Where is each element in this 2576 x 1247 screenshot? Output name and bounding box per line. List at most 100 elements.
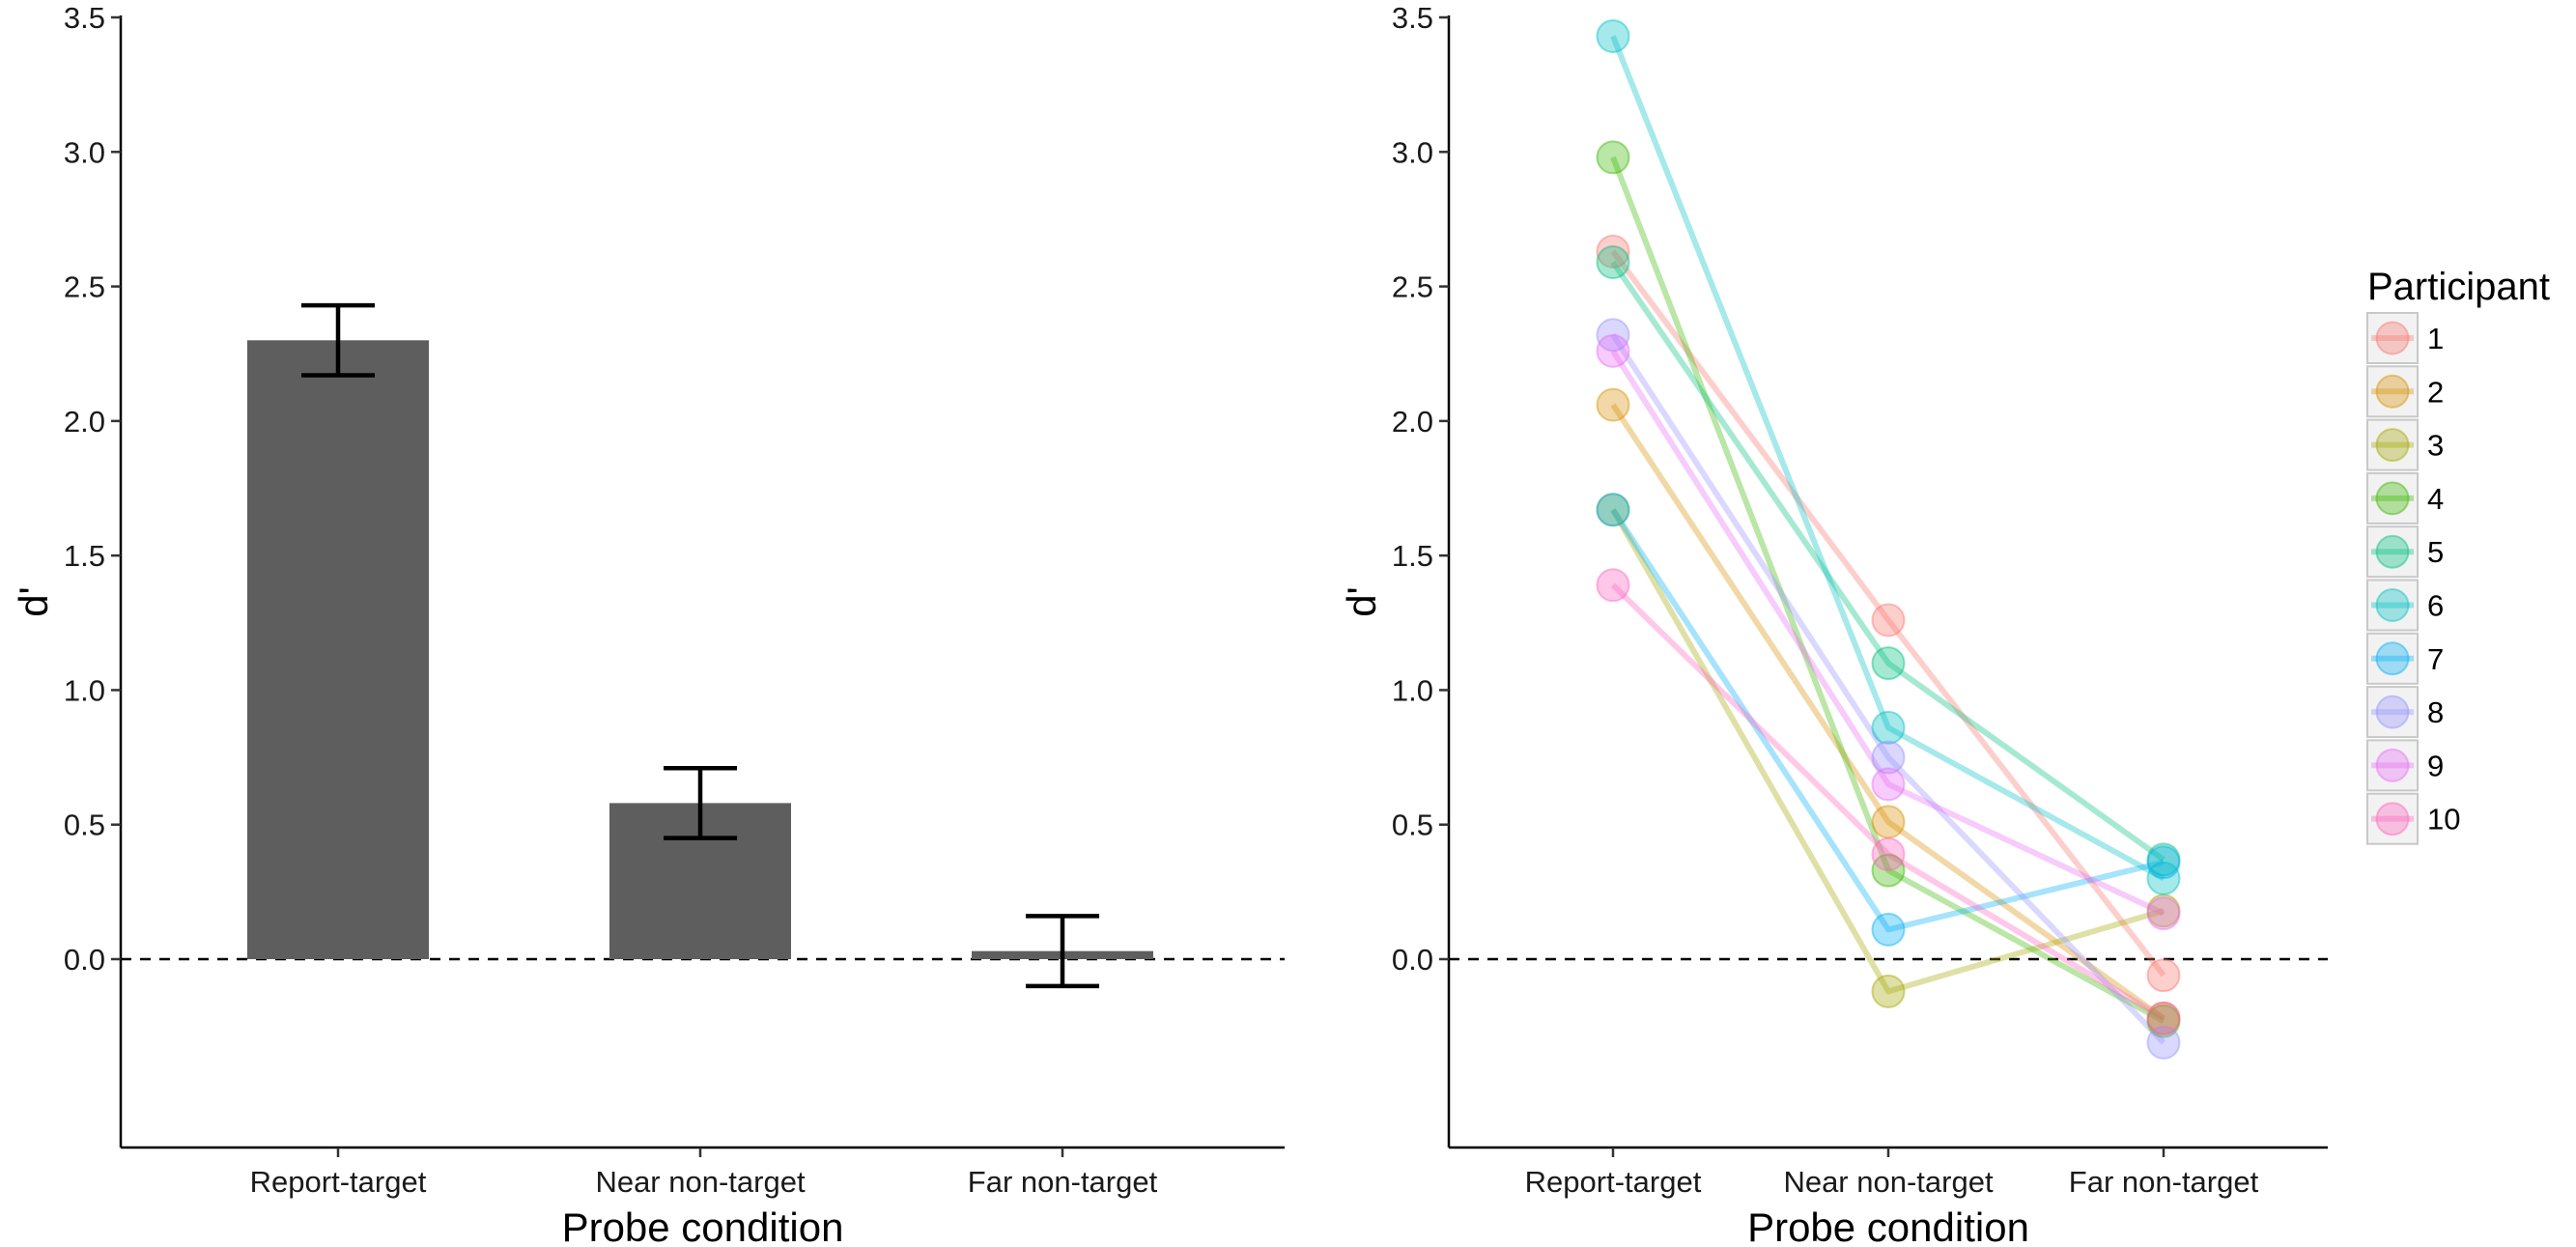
legend-key [2366,579,2419,632]
participant-point [2146,842,2181,877]
legend-label: 4 [2427,482,2444,516]
x-tick-label: Near non-target [595,1165,806,1199]
x-tick-label: Far non-target [968,1165,1158,1199]
participant-point [1871,740,1906,775]
y-tick-label: 0.0 [1392,943,1433,977]
legend-label: 9 [2427,749,2444,782]
y-tick-label: 2.5 [64,270,105,304]
legend-key [2366,686,2419,739]
participant-point [2146,1001,2181,1035]
x-tick-label: Report-target [1525,1165,1702,1199]
legend-key [2366,365,2419,418]
legend-label: 7 [2427,642,2444,676]
participant-line [1610,349,2166,917]
participant-line [1610,249,2166,978]
legend-label: 1 [2427,322,2444,355]
legend-title: Participant [2367,266,2550,308]
participant-point [1596,140,1630,175]
participant-point [1871,710,1906,745]
bar-chart-panel: 0.0 0.5 1.0 1.5 2.0 2.5 3.0 3.5 Report-target Nea… [11,1,1285,1247]
legend-label: 10 [2427,803,2460,836]
y-tick-label: 0.5 [64,808,105,842]
series-lines [1610,35,2166,1045]
participant-point [1596,387,1630,422]
legend-label: 8 [2427,695,2444,729]
y-tick-label: 0.0 [64,943,105,977]
y-tick-label: 2.0 [1392,405,1433,439]
y-tick-label: 1.5 [64,539,105,573]
legend-key [2366,418,2419,471]
participant-point [1596,568,1630,603]
legend-key [2366,632,2419,685]
participant-point [2146,958,2181,993]
x-axis-title: Probe condition [1747,1204,2029,1247]
y-tick-label: 3.5 [64,1,105,35]
participant-point [1596,19,1630,53]
participant-line [1610,403,2166,1021]
legend-label: 5 [2427,535,2444,569]
participant-point [1871,646,1906,681]
participant-point [1596,493,1630,527]
participant-line [1610,508,2165,995]
legend-point-sample [2375,802,2410,836]
participant-point [2146,845,2181,880]
series-points [1596,19,2181,1060]
participant-line [1610,156,2166,1024]
y-tick-label: 0.5 [1392,808,1433,842]
x-tick-label: Far non-target [2069,1165,2259,1199]
participant-point [1596,234,1630,269]
participant-point [2146,896,2181,931]
legend-point-sample [2375,641,2410,676]
participant-line [1610,582,2166,1021]
participant-line-chart-panel: 0.0 0.5 1.0 1.5 2.0 2.5 3.0 3.5 Report-target Nea… [1339,1,2328,1247]
legend-point-sample [2375,748,2410,782]
legend-key [2366,312,2419,364]
x-axis-title: Probe condition [562,1204,844,1247]
legend-point-sample [2375,321,2410,355]
participant-point [2146,893,2181,928]
y-tick-label: 2.5 [1392,270,1433,304]
y-tick-label: 1.5 [1392,539,1433,573]
x-tick-label: Near non-target [1783,1165,1994,1199]
legend-point-sample [2375,374,2410,409]
participant-point [1871,974,1906,1008]
legend-point-sample [2375,534,2410,569]
legend-point-sample [2375,588,2410,622]
legend-point-sample [2375,481,2410,516]
bar [247,340,429,959]
participant-point [1871,836,1906,871]
participant-legend: Participant 1 2 3 4 5 6 7 8 9 10 [2366,266,2550,845]
participant-line [1610,35,2166,882]
y-axis-title: d' [11,586,56,616]
participant-line [1610,333,2166,1045]
participant-point [2146,1025,2181,1060]
participant-point [1871,603,1906,638]
participant-point [1871,767,1906,802]
legend-label: 6 [2427,589,2444,623]
y-tick-label: 3.0 [64,135,105,169]
y-axis-title: d' [1339,586,1384,616]
participant-point [1871,853,1906,888]
participant-point [2146,861,2181,895]
y-tick-label: 1.0 [1392,673,1433,707]
y-tick-label: 2.0 [64,405,105,439]
participant-line [1610,260,2166,863]
participant-point [2146,1004,2181,1038]
y-tick-label: 3.5 [1392,1,1433,35]
participant-point [1871,912,1906,947]
y-tick-label: 1.0 [64,673,105,707]
legend-key [2366,739,2419,792]
legend-key [2366,471,2419,524]
participant-point [1871,805,1906,839]
participant-line [1610,508,2165,933]
y-tick-label: 3.0 [1392,135,1433,169]
participant-point [1596,245,1630,279]
participant-point [1596,333,1630,368]
participant-point [2146,1001,2181,1035]
legend-key [2366,525,2419,579]
legend-point-sample [2375,428,2410,463]
x-tick-label: Report-target [250,1165,427,1199]
participant-point [1596,318,1630,353]
legend-key [2366,792,2419,845]
